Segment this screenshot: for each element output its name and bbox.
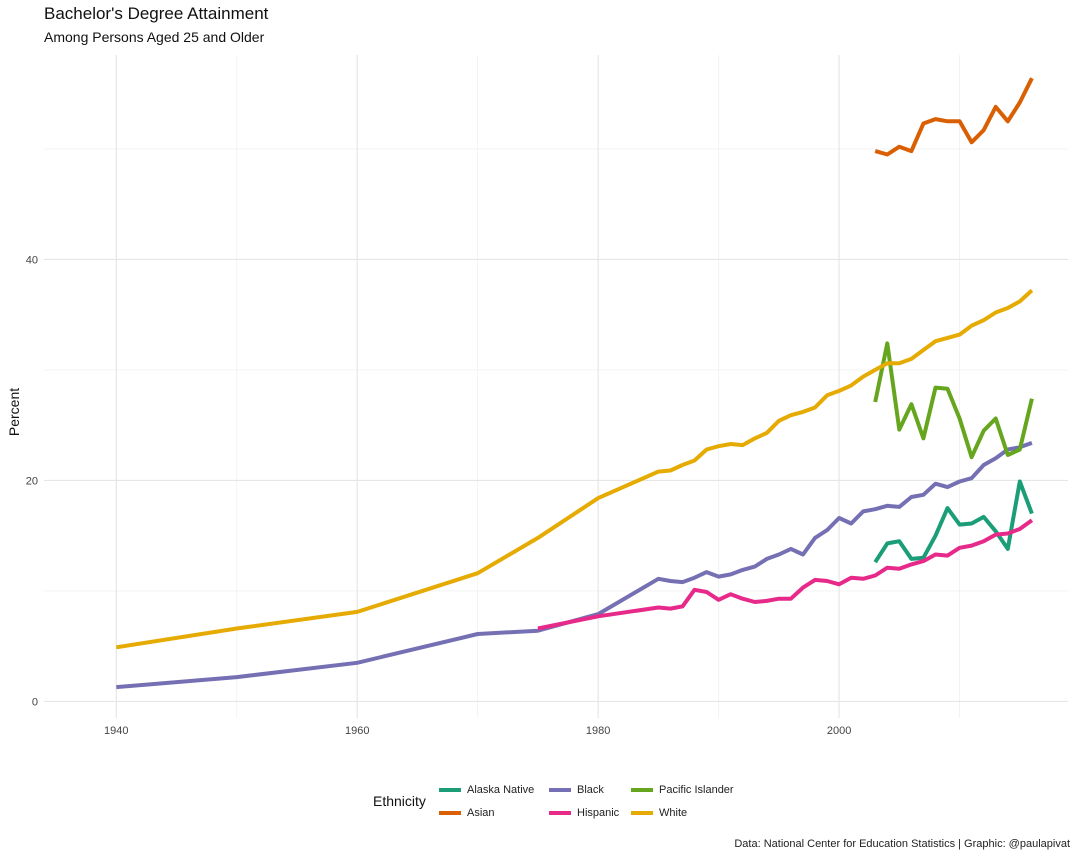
series-line-asian [874,77,1034,157]
series-line-hispanic [537,518,1034,631]
legend-key [631,810,653,815]
legend-item-pacific-islander: Pacific Islander [631,778,771,801]
y-tick-label: 40 [26,254,38,266]
x-tick-label: 1980 [586,725,610,737]
x-axis-ticks: 1940 1960 1980 2000 [104,725,851,737]
legend-item-hispanic: Hispanic [549,801,631,824]
major-gridlines [44,55,1068,718]
series-line-black [116,441,1033,690]
y-tick-label: 20 [26,475,38,487]
y-tick-label: 0 [32,696,38,708]
chart-subtitle: Among Persons Aged 25 and Older [44,29,265,45]
legend-key [439,787,461,792]
y-axis-ticks: 0 20 40 [26,254,38,708]
legend-title: Ethnicity [373,793,426,809]
legend-item-alaska-native: Alaska Native [439,778,549,801]
legend-key [439,810,461,815]
y-axis-label: Percent [6,388,22,436]
x-tick-label: 1940 [104,725,128,737]
x-tick-label: 1960 [345,725,369,737]
legend-items: Alaska Native Asian Black Hispanic Pacific I… [439,778,771,824]
x-tick-label: 2000 [827,725,851,737]
chart-caption: Data: National Center for Education Stat… [734,838,1070,850]
legend-key [631,787,653,792]
legend-key [549,787,571,792]
legend-label: White [659,806,688,819]
series-line-white [115,288,1034,650]
legend-key [549,810,571,815]
legend-label: Alaska Native [467,783,535,796]
legend-label: Asian [467,806,495,819]
legend-label: Hispanic [577,806,620,819]
legend-label: Pacific Islander [659,783,734,796]
chart-title: Bachelor's Degree Attainment [44,4,269,23]
legend-item-white: White [631,801,771,824]
series-line-pacific-islander [873,341,1034,460]
series-line-alaska-native [873,479,1034,564]
series-lines [115,77,1034,690]
legend-item-asian: Asian [439,801,549,824]
legend-label: Black [577,783,604,796]
minor-gridlines [44,55,1068,718]
legend-item-black: Black [549,778,631,801]
